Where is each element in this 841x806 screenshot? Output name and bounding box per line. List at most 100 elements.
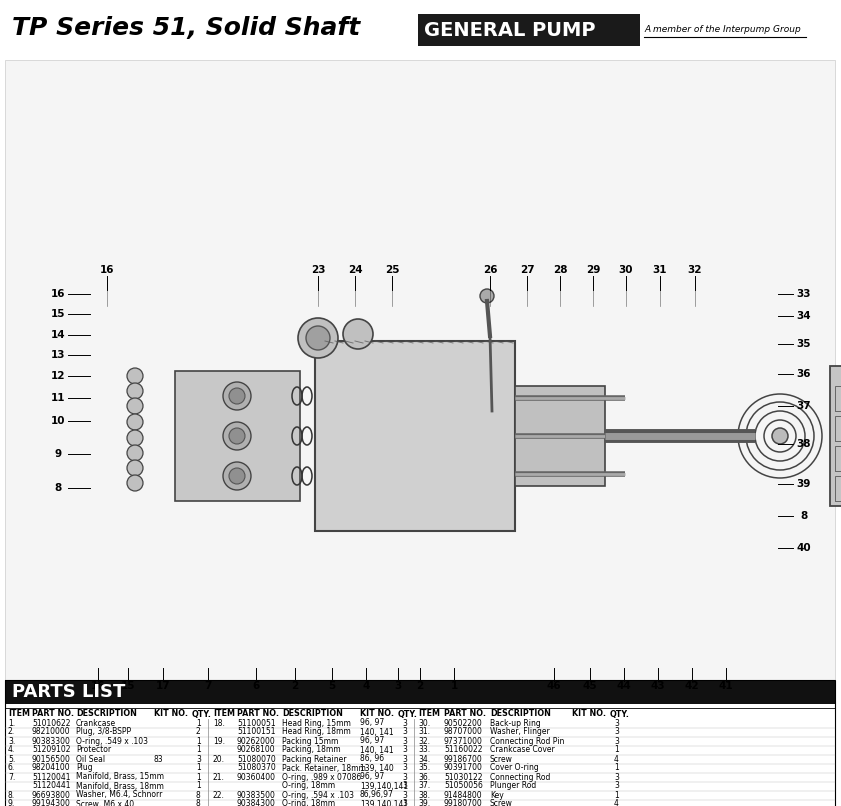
Text: GENERAL PUMP: GENERAL PUMP (424, 20, 595, 39)
Text: 15: 15 (50, 309, 66, 319)
Bar (315, 341, 515, 531)
Text: 32.: 32. (418, 737, 430, 746)
Circle shape (306, 326, 330, 350)
Text: Head Ring, 18mm: Head Ring, 18mm (282, 728, 351, 737)
Text: 51050056: 51050056 (444, 782, 483, 791)
Text: 31.: 31. (418, 728, 430, 737)
Text: ITEM: ITEM (213, 709, 235, 718)
Text: 51120441: 51120441 (32, 782, 71, 791)
Text: 98707000: 98707000 (444, 728, 483, 737)
Bar (835, 446, 841, 471)
Text: Plunger Rod: Plunger Rod (490, 782, 537, 791)
Text: 8: 8 (55, 483, 61, 493)
Text: ITEM: ITEM (418, 709, 440, 718)
Text: 9.: 9. (8, 800, 15, 806)
Text: 99186700: 99186700 (444, 754, 483, 763)
Text: 1: 1 (196, 772, 201, 782)
Bar (175, 371, 300, 501)
Text: 23: 23 (311, 265, 325, 275)
Circle shape (229, 468, 245, 484)
Bar (5, 680, 835, 704)
Text: O-ring, 18mm: O-ring, 18mm (282, 800, 335, 806)
Text: 51100151: 51100151 (237, 728, 276, 737)
Bar (5, 680, 835, 806)
Text: 86,96,97: 86,96,97 (360, 791, 394, 800)
Text: 99180700: 99180700 (444, 800, 483, 806)
Text: 2: 2 (416, 681, 424, 691)
Text: 3: 3 (402, 782, 407, 791)
Text: 6: 6 (252, 681, 260, 691)
Text: 18.: 18. (213, 718, 225, 728)
Text: 19.: 19. (213, 737, 225, 746)
Text: 34.: 34. (418, 754, 430, 763)
Text: 51080070: 51080070 (237, 754, 276, 763)
Text: Cover O-ring: Cover O-ring (490, 763, 539, 772)
Text: 96, 97: 96, 97 (360, 737, 384, 746)
Text: 96693800: 96693800 (32, 791, 71, 800)
Text: 5.: 5. (8, 754, 15, 763)
Bar (835, 386, 841, 411)
Text: 1: 1 (196, 782, 201, 791)
Text: 91484800: 91484800 (444, 791, 483, 800)
Text: 3: 3 (402, 718, 407, 728)
Text: 51080370: 51080370 (237, 763, 276, 772)
Text: Washer, Flinger: Washer, Flinger (490, 728, 550, 737)
Text: 42: 42 (685, 681, 700, 691)
Text: 13: 13 (50, 350, 66, 360)
Text: 28: 28 (553, 265, 567, 275)
Text: 14: 14 (50, 330, 66, 340)
Text: PART NO.: PART NO. (237, 709, 279, 718)
Text: Connecting Rod Pin: Connecting Rod Pin (490, 737, 564, 746)
Bar (835, 416, 841, 441)
Text: 90360400: 90360400 (237, 772, 276, 782)
Text: 90391700: 90391700 (444, 763, 483, 772)
Text: 6.: 6. (8, 763, 15, 772)
Text: 86, 96: 86, 96 (360, 754, 384, 763)
Text: 41: 41 (719, 681, 733, 691)
Text: 16: 16 (100, 265, 114, 275)
Text: 35.: 35. (418, 763, 430, 772)
Text: KIT NO.: KIT NO. (360, 709, 394, 718)
Text: O-ring, .989 x 07086: O-ring, .989 x 07086 (282, 772, 362, 782)
Text: DESCRIPTION: DESCRIPTION (76, 709, 137, 718)
Text: 51010622: 51010622 (32, 718, 71, 728)
Text: 45: 45 (583, 681, 597, 691)
Text: 11: 11 (50, 393, 66, 403)
Text: Crankcase: Crankcase (76, 718, 116, 728)
Text: 2.: 2. (8, 728, 15, 737)
Text: 16: 16 (91, 681, 105, 691)
Text: 27: 27 (520, 265, 534, 275)
Text: 3: 3 (402, 763, 407, 772)
Text: 3: 3 (614, 728, 619, 737)
Text: 1: 1 (196, 746, 201, 754)
Text: 12: 12 (50, 371, 66, 381)
Text: Protector: Protector (76, 746, 111, 754)
Bar (515, 386, 605, 486)
Text: 33.: 33. (418, 746, 430, 754)
Text: 3: 3 (402, 746, 407, 754)
Text: 3: 3 (614, 772, 619, 782)
Text: 10: 10 (50, 416, 66, 426)
Circle shape (127, 368, 143, 384)
Text: 96, 97: 96, 97 (360, 772, 384, 782)
Text: 37: 37 (796, 401, 812, 411)
Text: 38: 38 (796, 439, 812, 449)
Text: 30.: 30. (418, 718, 430, 728)
Text: ITEM: ITEM (8, 709, 30, 718)
Text: O-ring, .549 x .103: O-ring, .549 x .103 (76, 737, 148, 746)
Text: Packing 15mm: Packing 15mm (282, 737, 338, 746)
Text: 97371000: 97371000 (444, 737, 483, 746)
Circle shape (480, 289, 494, 303)
Text: 98210000: 98210000 (32, 728, 71, 737)
Text: TP Series 51, Solid Shaft: TP Series 51, Solid Shaft (12, 16, 360, 40)
Text: 3: 3 (614, 782, 619, 791)
Text: 51120041: 51120041 (32, 772, 71, 782)
Text: Oil Seal: Oil Seal (76, 754, 105, 763)
Text: 8: 8 (196, 800, 201, 806)
Circle shape (772, 428, 788, 444)
Text: 4: 4 (362, 681, 370, 691)
Text: 90502200: 90502200 (444, 718, 483, 728)
Text: Washer, M6.4, Schnorr: Washer, M6.4, Schnorr (76, 791, 162, 800)
Text: Manifold, Brass, 15mm: Manifold, Brass, 15mm (76, 772, 164, 782)
Text: 2: 2 (291, 681, 299, 691)
